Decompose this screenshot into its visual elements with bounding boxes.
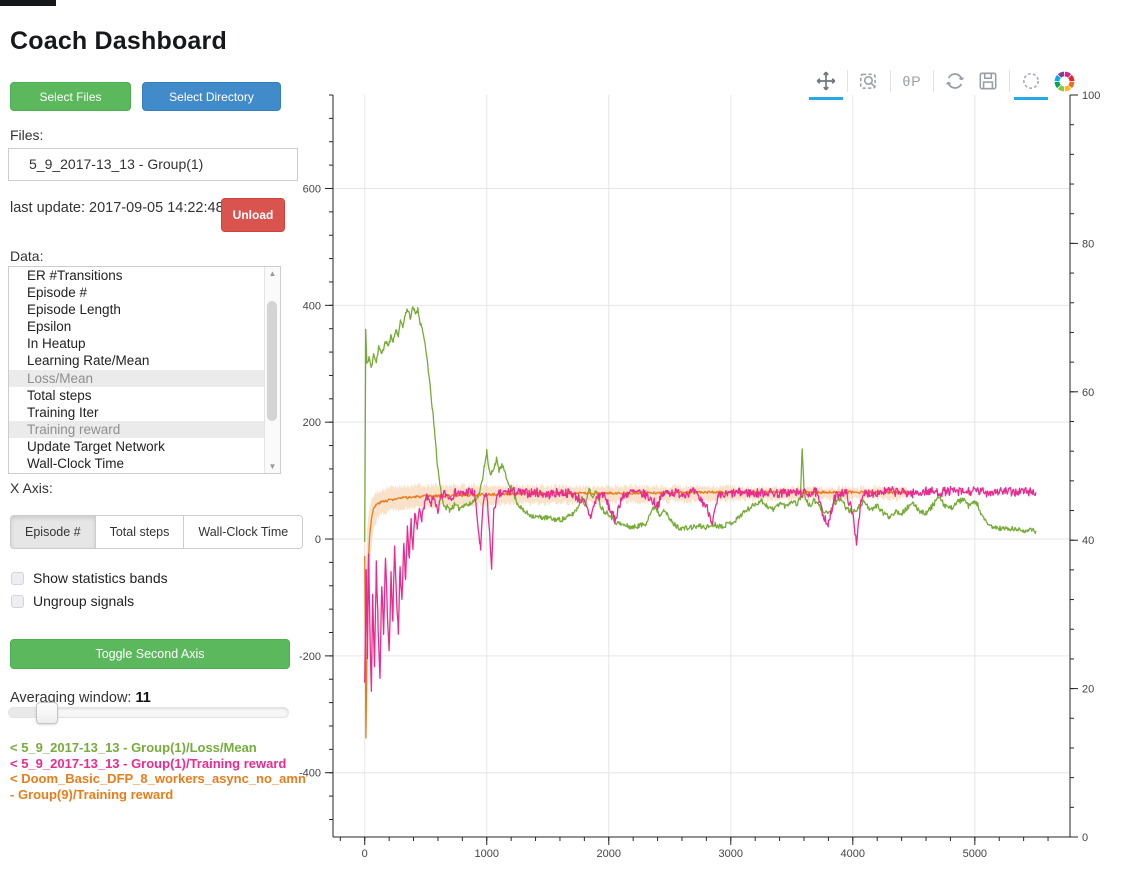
slider-handle[interactable] <box>36 702 58 724</box>
svg-text:400: 400 <box>303 300 321 312</box>
page-title: Coach Dashboard <box>10 26 227 55</box>
legend-entry: < 5_9_2017-13_13 - Group(1)/Loss/Mean <box>10 740 257 755</box>
scrollbar-thumb[interactable] <box>267 301 277 421</box>
data-label: Data: <box>10 248 44 264</box>
toolbar-separator <box>1009 70 1010 92</box>
svg-text:2000: 2000 <box>597 848 621 860</box>
save-tool-icon[interactable] <box>976 69 1000 93</box>
svg-text:20: 20 <box>1082 684 1094 696</box>
svg-text:200: 200 <box>303 417 321 429</box>
files-label: Files: <box>10 127 44 143</box>
x-axis-label: X Axis: <box>10 480 53 496</box>
scroll-down-icon[interactable]: ▼ <box>268 462 277 471</box>
toolbar-separator <box>933 70 934 92</box>
svg-text:3000: 3000 <box>719 848 743 860</box>
checkbox-label: Show statistics bands <box>33 570 168 586</box>
svg-text:1000: 1000 <box>475 848 499 860</box>
chart-legend: < 5_9_2017-13_13 - Group(1)/Loss/Mean < 5… <box>10 740 308 802</box>
scrollbar[interactable]: ▲ ▼ <box>264 267 280 473</box>
data-list-item[interactable]: Wall-Clock Time <box>27 456 125 472</box>
legend-entry: < 5_9_2017-13_13 - Group(1)/Training rew… <box>10 755 287 771</box>
resize-tool-icon[interactable]: θP <box>902 73 922 89</box>
select-files-button[interactable]: Select Files <box>10 82 131 111</box>
averaging-window-slider[interactable] <box>8 707 289 718</box>
files-list-item[interactable]: 5_9_2017-13_13 - Group(1) <box>29 156 204 172</box>
pan-tool-icon[interactable] <box>809 69 843 100</box>
svg-text:-400: -400 <box>299 768 321 780</box>
series-line <box>364 485 1037 692</box>
last-update-text: last update: 2017-09-05 14:22:48 <box>10 200 224 216</box>
svg-text:80: 80 <box>1082 238 1094 250</box>
data-list-item[interactable]: Update Target Network <box>27 438 165 454</box>
svg-text:60: 60 <box>1082 387 1094 399</box>
reset-tool-icon[interactable] <box>943 69 967 93</box>
data-list-item[interactable]: Learning Rate/Mean <box>27 353 150 369</box>
toolbar-separator <box>847 70 848 92</box>
bokeh-toolbar: θP <box>809 64 1076 100</box>
data-list-item[interactable]: In Heatup <box>27 336 86 352</box>
data-list-item[interactable]: ER #Transitions <box>27 268 123 283</box>
svg-text:0: 0 <box>315 534 321 546</box>
series-line <box>364 306 1037 542</box>
svg-text:4000: 4000 <box>841 848 865 860</box>
box-zoom-tool-icon[interactable] <box>857 69 881 93</box>
x-axis-toggle-group: Episode # Total steps Wall-Clock Time <box>10 515 304 549</box>
data-list-item[interactable]: Training Iter <box>27 404 99 420</box>
axes <box>325 94 1078 845</box>
x-axis-option-button[interactable]: Total steps <box>94 515 185 549</box>
show-statistics-bands-checkbox-row[interactable]: Show statistics bands <box>11 570 168 586</box>
legend-entry: < Doom_Basic_DFP_8_workers_async_no_amn … <box>10 771 306 802</box>
svg-text:600: 600 <box>303 183 321 195</box>
scroll-up-icon[interactable]: ▲ <box>268 269 277 278</box>
data-list: ER #Transitions Episode # Episode Length Ep… <box>9 267 280 472</box>
select-directory-button[interactable]: Select Directory <box>142 82 281 111</box>
grid <box>333 95 1070 837</box>
data-listbox[interactable]: ER #Transitions Episode # Episode Length Ep… <box>8 266 281 474</box>
averaging-window-value: 11 <box>135 690 151 706</box>
toggle-second-axis-button[interactable]: Toggle Second Axis <box>10 639 290 669</box>
ungroup-signals-checkbox-row[interactable]: Ungroup signals <box>11 593 134 609</box>
svg-text:0: 0 <box>1082 832 1088 844</box>
x-axis-option-button[interactable]: Wall-Clock Time <box>183 515 304 549</box>
svg-text:0: 0 <box>362 848 368 860</box>
svg-text:-200: -200 <box>299 651 321 663</box>
data-list-item[interactable]: Training reward <box>9 420 280 438</box>
toolbar-separator <box>890 70 891 92</box>
svg-text:5000: 5000 <box>963 848 987 860</box>
hover-tool-icon[interactable] <box>1014 69 1048 100</box>
svg-text:40: 40 <box>1082 535 1094 547</box>
checkbox-icon[interactable] <box>11 594 24 608</box>
window-edge-strip <box>0 0 56 6</box>
bokeh-logo[interactable] <box>1052 69 1076 93</box>
files-listbox[interactable]: 5_9_2017-13_13 - Group(1) <box>8 148 298 181</box>
unload-button[interactable]: Unload <box>221 198 285 232</box>
checkbox-icon[interactable] <box>11 571 24 585</box>
slider-fill <box>9 708 46 717</box>
data-list-item[interactable]: Epsilon <box>27 319 72 335</box>
checkbox-label: Ungroup signals <box>33 593 135 609</box>
svg-text:100: 100 <box>1082 90 1100 102</box>
data-list-item[interactable]: Loss/Mean <box>9 369 280 387</box>
data-list-item[interactable]: Episode Length <box>27 302 121 318</box>
data-list-item[interactable]: Episode # <box>27 285 88 301</box>
data-list-item[interactable]: Total steps <box>27 387 92 403</box>
